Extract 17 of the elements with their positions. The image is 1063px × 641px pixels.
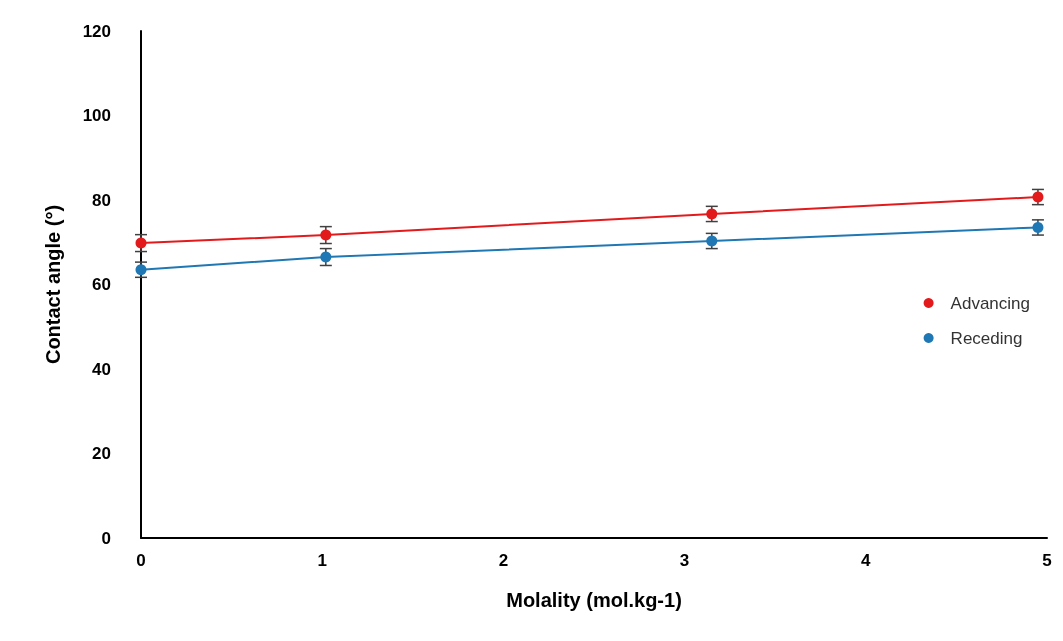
x-tick-label: 3 — [679, 551, 690, 570]
x-tick-label: 0 — [136, 551, 146, 570]
y-tick-label: 120 — [82, 21, 111, 41]
y-axis-title: Contact angle (°) — [42, 204, 64, 365]
y-tick-label: 40 — [92, 359, 111, 379]
x-tick-label: 2 — [498, 551, 509, 570]
x-tick-label: 5 — [1042, 551, 1052, 570]
y-tick-label: 60 — [92, 275, 111, 294]
x-tick-label: 1 — [317, 551, 327, 570]
y-tick-label: 0 — [101, 528, 111, 548]
y-tick-label: 100 — [82, 106, 111, 125]
y-tick-label: 20 — [92, 444, 111, 463]
y-tick-label: 80 — [92, 190, 111, 210]
x-tick-label: 4 — [861, 551, 872, 570]
x-axis-title: Molality (mol.kg-1) — [506, 589, 682, 611]
legend-label: Receding — [950, 328, 1023, 348]
legend-label: Advancing — [950, 293, 1030, 313]
